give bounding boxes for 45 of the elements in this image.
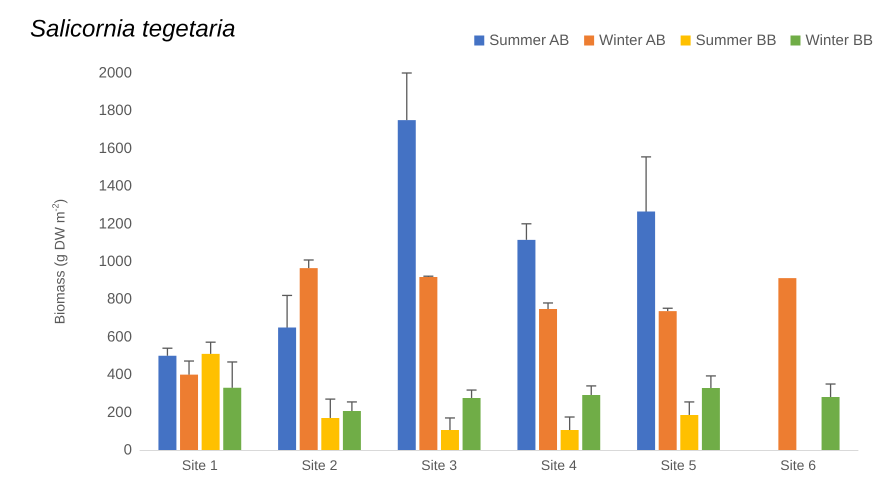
x-tick-label: Site 6 <box>780 457 816 473</box>
bar <box>440 430 459 450</box>
bar <box>560 430 579 450</box>
legend-label: Summer AB <box>489 32 570 49</box>
legend-label: Summer BB <box>696 32 776 49</box>
y-tick-label: 2000 <box>98 64 132 82</box>
x-tick-label: Site 3 <box>421 457 458 473</box>
chart-title: Salicornia tegetaria <box>30 16 236 42</box>
y-tick-label: 0 <box>124 442 132 458</box>
y-tick-label: 800 <box>106 290 132 308</box>
bar <box>462 398 481 450</box>
bar <box>342 410 361 450</box>
y-axis-title: Biomass (g DW m-2) <box>50 198 68 324</box>
bar <box>158 356 176 450</box>
bar <box>398 120 416 450</box>
x-tick-label: Site 2 <box>302 457 338 473</box>
bar <box>637 212 656 450</box>
bar <box>180 374 198 450</box>
y-tick-label: 400 <box>106 366 132 384</box>
bar <box>778 278 796 450</box>
bar <box>582 394 600 450</box>
x-tick-label: Site 4 <box>540 457 577 473</box>
bar <box>202 354 220 450</box>
y-tick-label: 1200 <box>98 215 132 232</box>
bar <box>517 240 536 450</box>
bar <box>300 268 318 450</box>
legend-label: Winter BB <box>805 32 873 49</box>
y-tick-label: 200 <box>106 404 132 421</box>
y-tick-label: 1400 <box>98 178 132 195</box>
x-tick-label: Site 5 <box>660 457 697 473</box>
bar <box>658 311 677 450</box>
y-tick-label: 1600 <box>98 140 132 157</box>
y-tick-label: 1000 <box>98 253 132 270</box>
y-tick-label: 1800 <box>98 102 132 120</box>
x-tick-label: Site 1 <box>182 457 218 473</box>
bar <box>822 397 840 450</box>
bar <box>702 388 720 450</box>
bar <box>419 276 438 450</box>
y-tick-label: 600 <box>106 328 132 346</box>
bar <box>680 414 698 450</box>
legend-label: Winter AB <box>599 32 666 49</box>
bar <box>539 309 558 450</box>
bar <box>321 418 340 450</box>
bar <box>223 388 242 450</box>
bar <box>278 327 296 450</box>
